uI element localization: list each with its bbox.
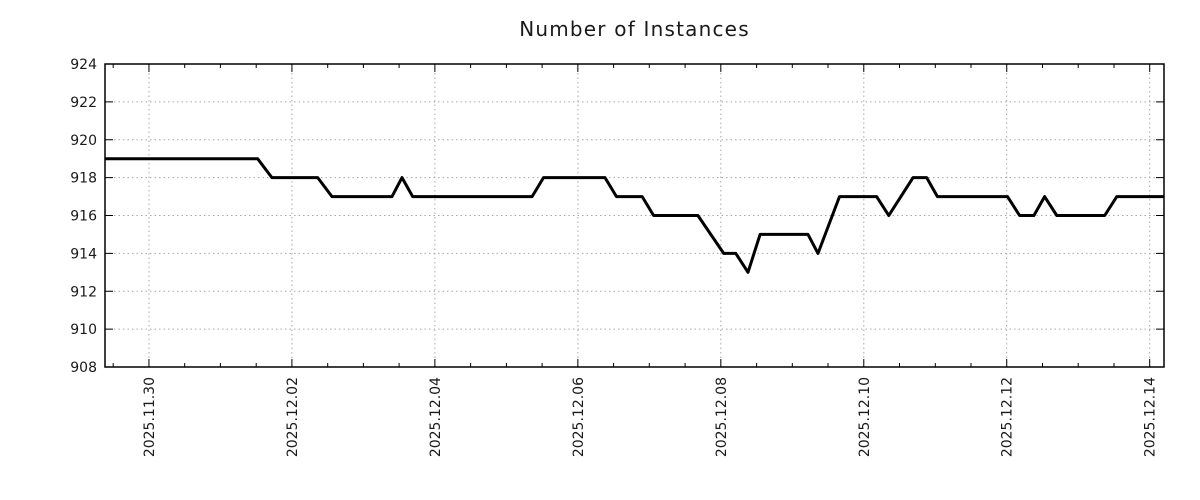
y-tick-label: 922 — [70, 95, 97, 111]
y-tick-label: 914 — [70, 246, 97, 262]
x-tick-label: 2025.11.30 — [142, 377, 158, 457]
y-tick-label: 912 — [70, 284, 97, 300]
x-tick-label: 2025.12.06 — [571, 377, 587, 457]
y-tick-label: 916 — [70, 209, 97, 225]
x-tick-label: 2025.12.08 — [714, 377, 730, 457]
y-tick-label: 924 — [70, 57, 97, 73]
y-tick-label: 908 — [70, 360, 97, 376]
plot-border — [104, 63, 1165, 368]
y-tick-label: 918 — [70, 171, 97, 187]
x-tick-label: 2025.12.04 — [428, 377, 444, 457]
x-tick-label: 2025.12.10 — [857, 377, 873, 457]
y-tick-label: 910 — [70, 322, 97, 338]
x-tick-label: 2025.12.12 — [1000, 377, 1016, 457]
chart-title: Number of Instances — [519, 17, 750, 41]
series-line-instances — [104, 157, 1164, 274]
y-tick-label: 920 — [70, 133, 97, 149]
x-tick-label: 2025.12.02 — [285, 377, 301, 457]
x-tick-label: 2025.12.14 — [1143, 377, 1159, 457]
